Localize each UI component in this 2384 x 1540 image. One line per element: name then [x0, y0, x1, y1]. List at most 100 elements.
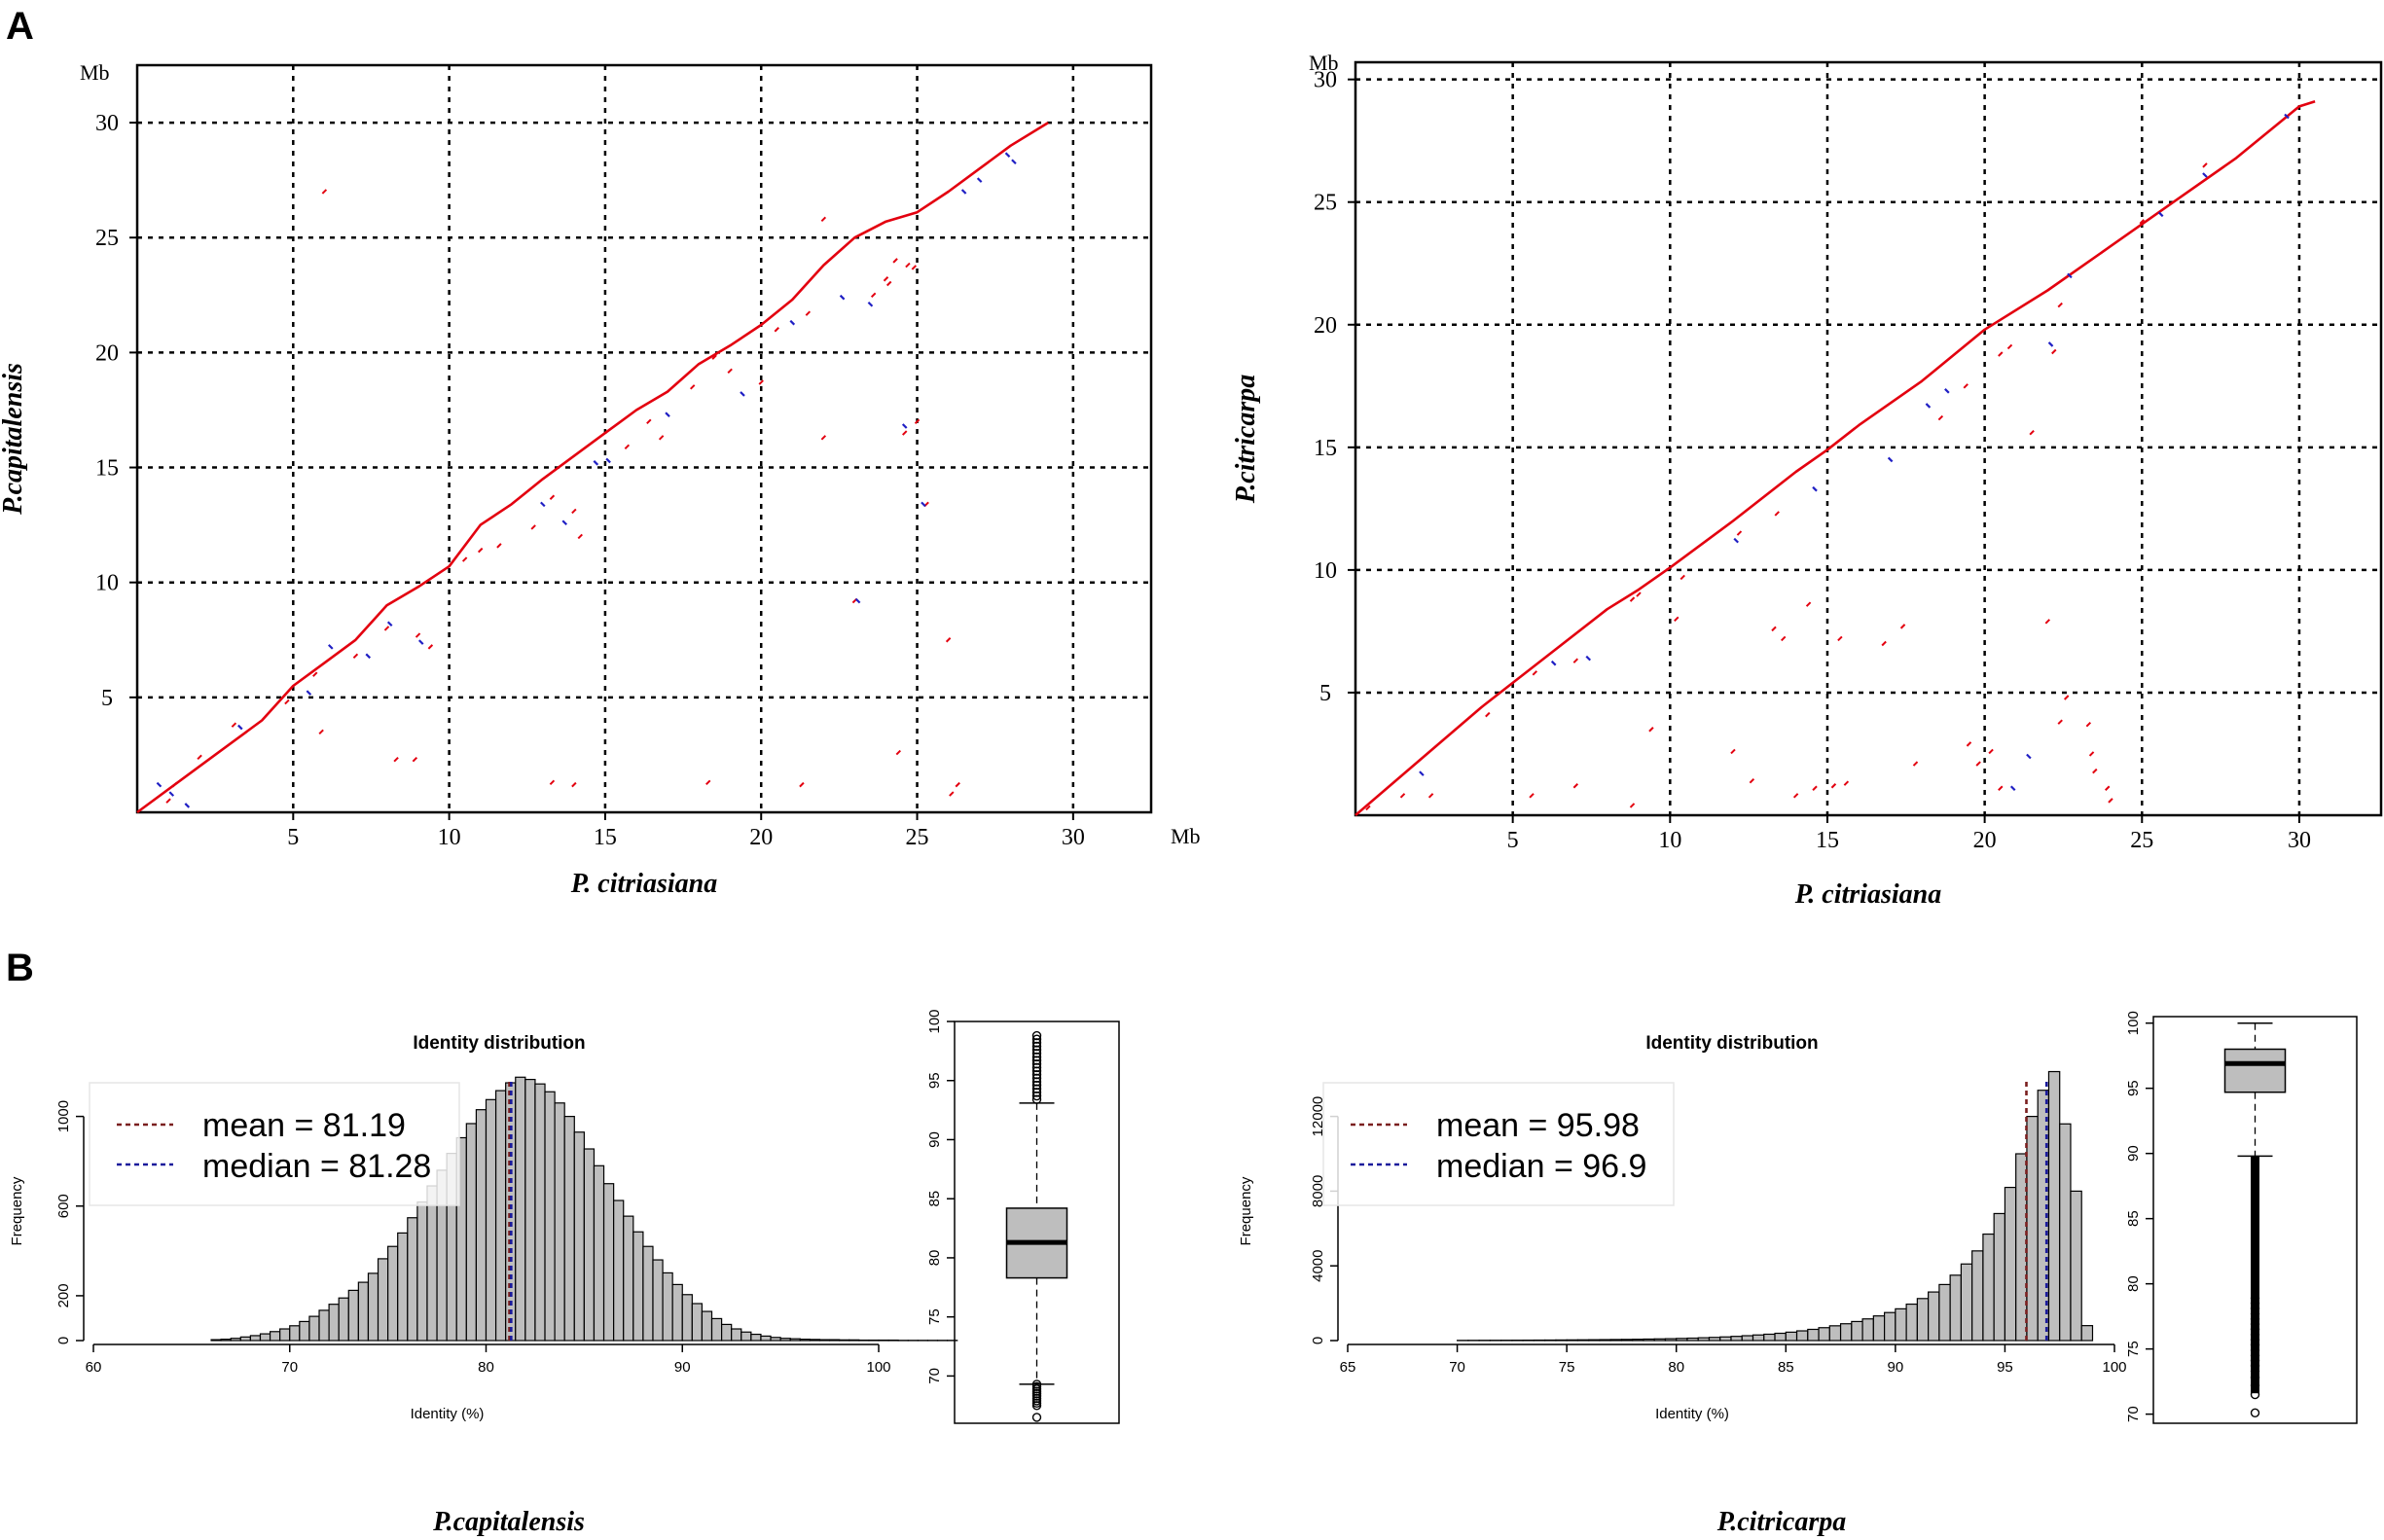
- histogram-bar: [328, 1304, 340, 1342]
- outlier-point: [1031, 1094, 1042, 1104]
- alignment-point-forward: [1830, 783, 1837, 789]
- histogram-bar: [1741, 1335, 1754, 1342]
- histogram-bar: [809, 1339, 821, 1342]
- alignment-point-forward: [284, 698, 290, 705]
- y-tick-label: 30: [95, 111, 119, 136]
- outlier-point: [2250, 1319, 2260, 1329]
- histogram-bar: [1960, 1263, 1973, 1342]
- histogram-bar: [465, 1123, 478, 1342]
- histogram-bar: [1555, 1339, 1568, 1342]
- alignment-point-forward: [911, 265, 918, 270]
- alignment-point-forward: [1937, 414, 1944, 421]
- alignment-diagonal: [1355, 100, 2316, 816]
- outlier-point: [1031, 1073, 1042, 1084]
- outlier-point: [2250, 1389, 2260, 1400]
- histogram-title: Identity distribution: [413, 1033, 585, 1054]
- outlier-point: [2250, 1345, 2260, 1355]
- histogram-bar: [1763, 1333, 1776, 1342]
- alignment-point-forward: [1399, 793, 1406, 799]
- alignment-point-reverse: [665, 412, 670, 417]
- outlier-point: [2250, 1366, 2260, 1377]
- alignment-point-reverse: [2009, 785, 2016, 792]
- alignment-point-reverse: [901, 423, 908, 429]
- alignment-point-forward: [758, 379, 764, 385]
- legend-median-label: median = 81.28: [202, 1148, 431, 1185]
- histogram-bar: [1609, 1339, 1623, 1342]
- alignment-point-reverse: [1812, 485, 1818, 492]
- x-tick-label: 75: [1559, 1359, 1575, 1376]
- alignment-point-forward: [571, 781, 577, 788]
- y-tick-label: 100: [926, 1009, 943, 1033]
- alignment-point-forward: [321, 189, 328, 195]
- outlier-cluster: [2251, 1156, 2259, 1394]
- histogram-bar: [1905, 1303, 1918, 1342]
- alignment-point-forward: [427, 644, 434, 650]
- x-tick-label: 80: [478, 1359, 494, 1376]
- alignment-point-reverse: [306, 690, 312, 696]
- histogram-bar: [338, 1297, 349, 1342]
- outlier-point: [2250, 1373, 2260, 1382]
- alignment-point-forward: [902, 430, 908, 436]
- x-tick-label: 25: [2130, 828, 2153, 853]
- histogram-bar: [279, 1328, 291, 1342]
- x-unit-label: Mb: [1171, 824, 1201, 848]
- x-tick-label: 90: [674, 1359, 691, 1376]
- boxplot-frame: [954, 1021, 1120, 1424]
- x-tick-label: 65: [1340, 1359, 1356, 1376]
- y-tick-label: 10: [95, 571, 119, 596]
- histogram-bar: [691, 1303, 704, 1342]
- histogram-bar: [1599, 1339, 1611, 1342]
- y-tick-label: 95: [926, 1072, 943, 1089]
- y-tick-label: 12000: [1310, 1096, 1326, 1137]
- alignment-point-forward: [2029, 429, 2035, 436]
- histogram-bar: [779, 1338, 791, 1342]
- histogram-bar: [1588, 1339, 1601, 1342]
- histogram-bar: [1938, 1283, 1951, 1342]
- alignment-point-forward: [1899, 624, 1906, 629]
- alignment-point-forward: [549, 494, 556, 500]
- alignment-point-forward: [774, 327, 779, 333]
- alignment-point-forward: [1427, 793, 1434, 799]
- histogram-bar: [494, 1090, 507, 1342]
- histogram-bar: [818, 1339, 831, 1342]
- alignment-point-reverse: [156, 781, 163, 788]
- alignment-point-forward: [393, 756, 399, 763]
- y-axis-title: P.capitalensis: [0, 363, 28, 516]
- alignment-point-reverse: [1733, 537, 1739, 544]
- alignment-point-reverse: [2026, 753, 2032, 760]
- y-tick-label: 25: [1314, 191, 1337, 216]
- histogram-bar: [1883, 1311, 1896, 1342]
- alignment-point-forward: [799, 781, 805, 788]
- outlier-point: [1031, 1077, 1042, 1087]
- outlier-point: [1031, 1056, 1042, 1065]
- alignment-point-forward: [727, 368, 733, 374]
- alignment-point-forward: [496, 543, 502, 549]
- histogram-bar: [1719, 1336, 1732, 1342]
- alignment-point-forward: [1780, 635, 1787, 642]
- alignment-point-forward: [1629, 803, 1636, 808]
- alignment-point-reverse: [1011, 159, 1017, 165]
- histogram-bar: [220, 1339, 232, 1342]
- outlier-point: [1031, 1080, 1042, 1091]
- alignment-point-reverse: [2284, 113, 2290, 120]
- alignment-point-forward: [1636, 591, 1642, 597]
- alignment-point-forward: [1532, 670, 1537, 676]
- alignment-point-forward: [2057, 719, 2063, 725]
- histogram-bar: [397, 1232, 409, 1342]
- x-tick-label: 70: [1449, 1359, 1465, 1376]
- y-tick-label: 8000: [1310, 1175, 1326, 1207]
- alignment-point-reverse: [2157, 211, 2164, 218]
- identity-histogram-citricarpa: 65 70 75 80 85 90 95 100 0 4000 8000 12000 Identity …: [1238, 1033, 2127, 1422]
- x-tick-label: 60: [86, 1359, 102, 1376]
- panel-label-b: B: [6, 947, 34, 989]
- y-tick-label: 80: [2125, 1275, 2142, 1292]
- alignment-point-forward: [1771, 626, 1777, 632]
- outlier-point: [1031, 1069, 1042, 1080]
- histogram-bar: [671, 1283, 683, 1342]
- alignment-point-forward: [2108, 798, 2113, 804]
- y-tick-label: 15: [95, 456, 119, 482]
- outlier-point: [2250, 1324, 2260, 1335]
- y-tick-label: 20: [1314, 313, 1337, 339]
- legend-mean-label: mean = 81.19: [202, 1107, 406, 1144]
